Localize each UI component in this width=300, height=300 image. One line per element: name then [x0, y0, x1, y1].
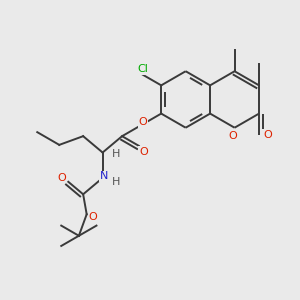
- Text: O: O: [229, 131, 238, 141]
- Text: O: O: [138, 117, 147, 127]
- Text: O: O: [263, 130, 272, 140]
- Text: O: O: [88, 212, 97, 222]
- Text: O: O: [57, 172, 66, 183]
- Text: O: O: [139, 147, 148, 157]
- Text: H: H: [112, 149, 120, 159]
- Text: Cl: Cl: [137, 64, 148, 74]
- Text: H: H: [112, 177, 120, 188]
- Text: N: N: [100, 171, 108, 182]
